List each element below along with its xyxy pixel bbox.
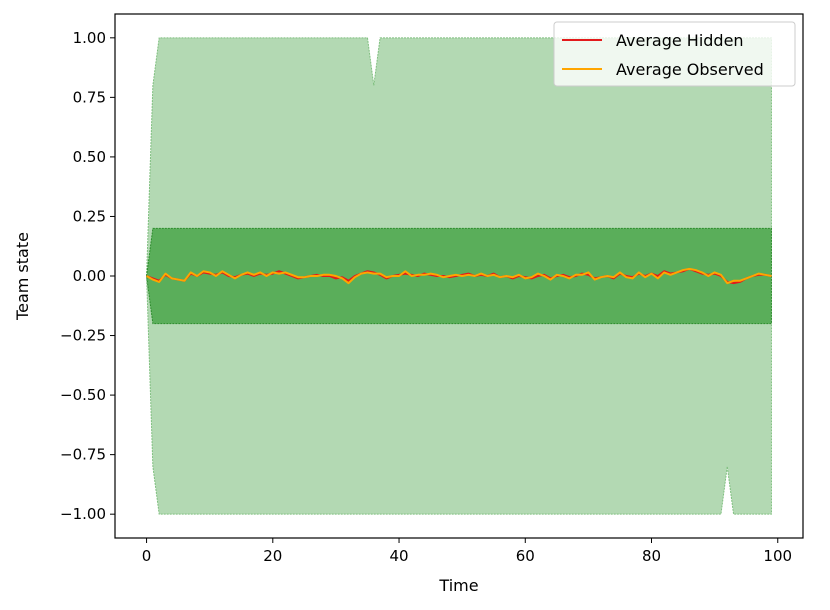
x-tick-label: 100 <box>763 547 792 565</box>
x-tick-label: 60 <box>516 547 535 565</box>
series-line-observed <box>146 267 772 285</box>
legend-label-observed: Average Observed <box>616 60 764 79</box>
legend: Average Hidden Average Observed <box>553 21 796 87</box>
x-axis-label: Time <box>438 576 478 595</box>
x-tick-label: 80 <box>642 547 661 565</box>
axes: 0 20 40 60 80 100 1.00 0.75 0.50 0.25 0.00 −0.25 −0.… <box>60 13 804 565</box>
y-tick-label: −0.25 <box>60 327 106 345</box>
series-lines <box>146 267 772 285</box>
x-tick-label: 20 <box>263 547 282 565</box>
legend-label-hidden: Average Hidden <box>616 31 744 50</box>
y-tick-label: 1.00 <box>73 29 106 47</box>
y-tick-label: 0.00 <box>73 267 106 285</box>
y-axis-label: Team state <box>13 232 32 321</box>
y-tick-label: 0.25 <box>73 207 106 225</box>
y-tick-label: −1.00 <box>60 505 106 523</box>
y-tick-label: 0.50 <box>73 148 106 166</box>
y-tick-label: 0.75 <box>73 88 106 106</box>
legend-box <box>553 21 796 87</box>
x-tick-label: 0 <box>142 547 152 565</box>
x-tick-label: 40 <box>389 547 408 565</box>
y-tick-label: −0.75 <box>60 446 106 464</box>
y-tick-label: −0.50 <box>60 386 106 404</box>
